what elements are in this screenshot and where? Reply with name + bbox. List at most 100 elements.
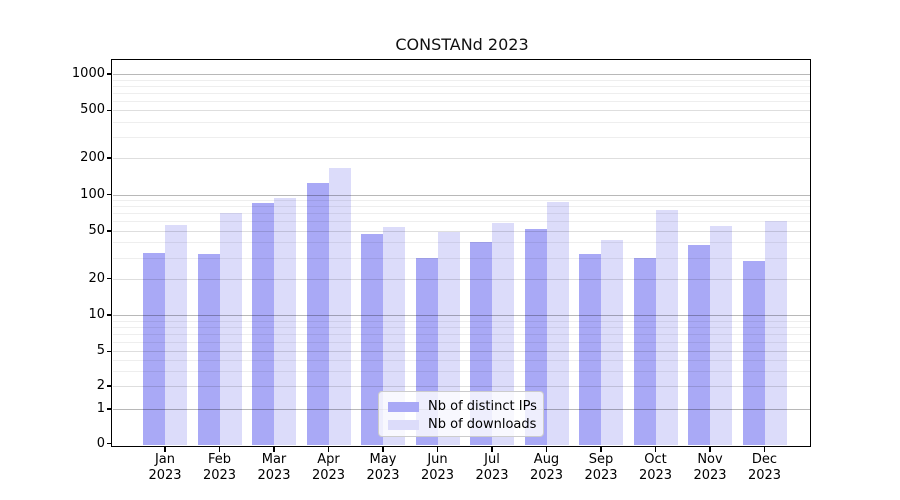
x-tick-may (382, 447, 384, 452)
minor-gridline-3 (113, 370, 811, 372)
x-tick-aug (545, 447, 548, 452)
minor-gridline-70 (113, 213, 811, 215)
y-tick-50 (107, 230, 112, 232)
minor-gridline-8 (113, 326, 811, 328)
minor-gridline-700 (113, 92, 811, 94)
legend-label-nb-of-distinct-ips: Nb of distinct IPs (428, 399, 537, 414)
minor-gridline-300 (113, 137, 811, 138)
x-tick-jun (436, 447, 439, 452)
legend: Nb of distinct IPs Nb of downloads (378, 391, 544, 437)
bar-nb-of-downloads-feb (219, 213, 242, 446)
x-tick-label-jan: Jan 2023 (148, 452, 182, 483)
x-tick-label-mar: Mar 2023 (257, 452, 291, 483)
y-tick-10 (107, 314, 112, 316)
gridline-100 (113, 194, 811, 196)
bar-nb-of-downloads-may (383, 226, 405, 446)
x-tick-label-oct: Oct 2023 (638, 452, 673, 483)
x-tick-label-sep: Sep 2023 (584, 452, 618, 483)
y-tick-label-2: 2 (96, 378, 105, 393)
legend-label-nb-of-downloads: Nb of downloads (428, 417, 537, 432)
minor-gridline-80 (113, 206, 811, 208)
bar-nb-of-downloads-mar (274, 198, 296, 446)
minor-gridline-800 (113, 85, 811, 87)
x-tick-label-may: May 2023 (366, 452, 400, 483)
minor-gridline-9 (113, 320, 811, 322)
gridline-500 (113, 110, 811, 112)
bar-nb-of-downloads-sep (601, 239, 623, 446)
bar-nb-of-distinct-ips-feb (197, 254, 220, 446)
x-tick-apr (327, 447, 330, 452)
y-tick-500 (107, 109, 112, 112)
legend-item-nb-of-distinct-ips: Nb of distinct IPs (388, 398, 537, 416)
gridline-5 (113, 351, 811, 353)
x-tick-label-feb: Feb 2023 (202, 452, 237, 483)
y-tick-label-50: 50 (88, 222, 105, 238)
x-tick-jul (491, 447, 493, 452)
y-tick-5 (107, 350, 112, 353)
bar-nb-of-downloads-apr (328, 168, 351, 446)
x-tick-mar (273, 447, 275, 452)
bar-nb-of-downloads-aug (546, 201, 569, 446)
minor-gridline-90 (113, 200, 811, 201)
gridline-2 (113, 386, 811, 387)
bar-nb-of-distinct-ips-may (361, 234, 383, 446)
x-tick-label-apr: Apr 2023 (311, 452, 346, 483)
plot-border (111, 59, 812, 448)
legend-item-nb-of-downloads: Nb of downloads (388, 416, 537, 434)
bar-nb-of-distinct-ips-apr (306, 182, 329, 446)
x-tick-jan (164, 447, 166, 452)
gridline-20 (113, 278, 811, 280)
x-tick-label-nov: Nov 2023 (693, 452, 727, 483)
minor-gridline-60 (113, 221, 811, 223)
y-tick-20 (107, 277, 112, 280)
x-tick-nov (709, 447, 711, 452)
bar-nb-of-downloads-jul (492, 223, 514, 446)
minor-gridline-900 (113, 79, 811, 81)
legend-swatch-nb-of-distinct-ips (388, 402, 419, 412)
y-tick-label-500: 500 (80, 102, 105, 118)
y-tick-label-0: 0 (96, 435, 105, 451)
bar-nb-of-downloads-dec (764, 221, 787, 446)
chart-title: CONSTANd 2023 (395, 35, 529, 54)
y-tick-label-200: 200 (80, 150, 105, 166)
y-tick-label-1: 1 (96, 401, 105, 416)
x-tick-sep (600, 447, 602, 452)
y-tick-100 (107, 193, 112, 196)
bar-nb-of-distinct-ips-sep (579, 254, 601, 446)
bar-nb-of-downloads-jan (165, 224, 187, 446)
y-tick-200 (107, 157, 112, 159)
bar-nb-of-distinct-ips-jan (143, 252, 165, 446)
y-tick-1 (107, 408, 112, 410)
x-tick-label-aug: Aug 2023 (529, 452, 564, 483)
gridline-1000 (113, 74, 811, 75)
y-tick-label-1000: 1000 (71, 66, 105, 81)
y-tick-1000 (107, 73, 112, 75)
minor-gridline-600 (113, 100, 811, 102)
bar-nb-of-distinct-ips-oct (633, 257, 656, 446)
minor-gridline-30 (113, 257, 811, 259)
minor-gridline-4 (113, 359, 811, 361)
gridline-10 (113, 315, 811, 316)
legend-swatch-nb-of-downloads (388, 420, 419, 430)
x-tick-label-jun: Jun 2023 (420, 452, 455, 483)
y-tick-label-100: 100 (80, 186, 105, 202)
minor-gridline-40 (113, 242, 811, 244)
x-tick-label-dec: Dec 2023 (747, 452, 782, 483)
minor-gridline-400 (113, 121, 811, 123)
bar-nb-of-downloads-nov (710, 225, 732, 446)
y-tick-2 (107, 385, 112, 387)
bar-nb-of-downloads-oct (655, 210, 678, 446)
x-tick-feb (218, 447, 221, 452)
x-tick-label-jul: Jul 2023 (475, 452, 509, 483)
x-tick-oct (654, 447, 657, 452)
x-tick-dec (763, 447, 766, 452)
y-tick-label-20: 20 (88, 270, 105, 286)
minor-gridline-6 (113, 341, 811, 343)
y-tick-0 (107, 442, 112, 445)
y-tick-label-10: 10 (88, 307, 105, 322)
bar-nb-of-distinct-ips-dec (742, 261, 765, 446)
gridline-50 (113, 230, 811, 232)
bar-nb-of-distinct-ips-mar (252, 203, 274, 446)
gridline-200 (113, 158, 811, 160)
